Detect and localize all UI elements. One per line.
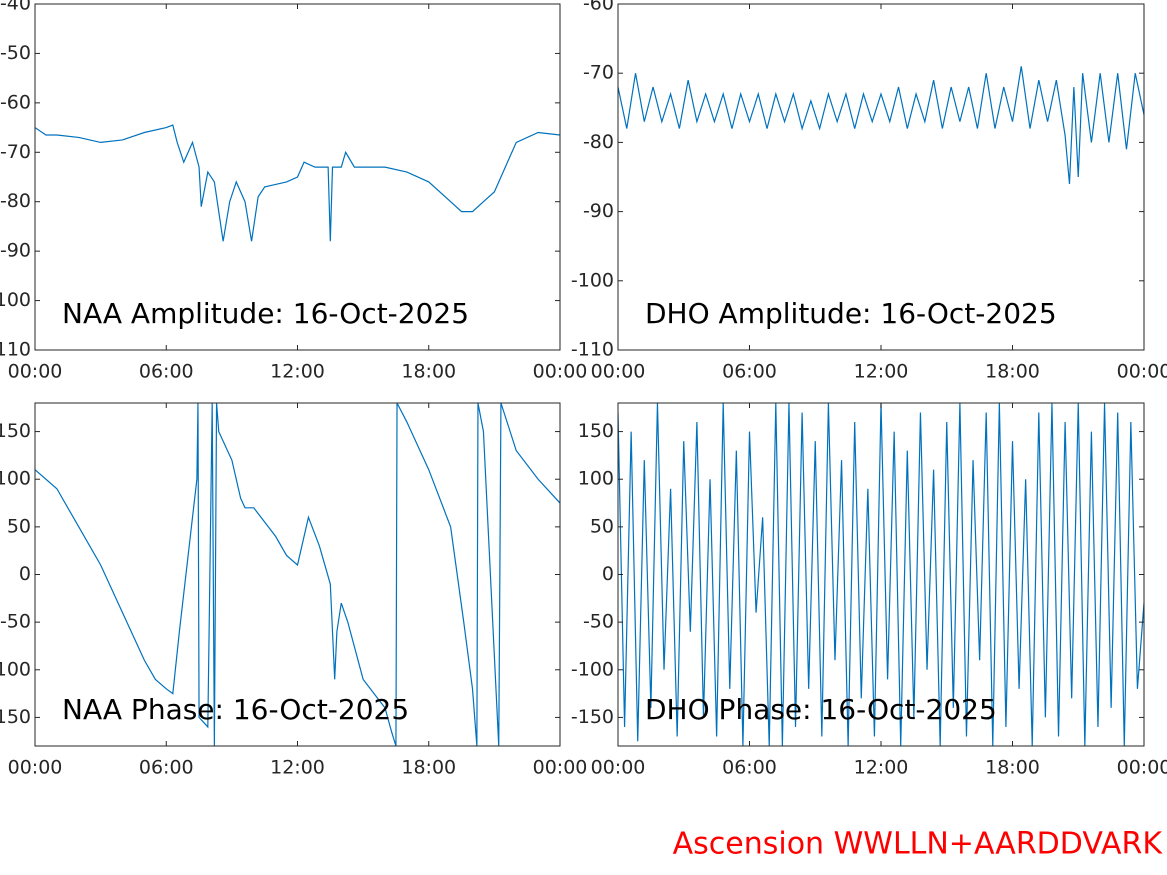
data-line bbox=[618, 66, 1144, 184]
y-tick-label: 0 bbox=[602, 563, 614, 585]
x-tick-label: 00:00 bbox=[591, 757, 646, 779]
y-tick-label: -90 bbox=[583, 200, 614, 222]
y-tick-label: -40 bbox=[0, 0, 31, 15]
y-tick-label: 0 bbox=[19, 563, 31, 585]
y-tick-label: -110 bbox=[0, 339, 31, 361]
y-tick-label: -70 bbox=[0, 141, 31, 163]
x-tick-label: 00:00 bbox=[1117, 757, 1167, 779]
x-tick-label: 12:00 bbox=[854, 361, 909, 383]
x-tick-label: 18:00 bbox=[985, 361, 1040, 383]
x-tick-label: 12:00 bbox=[270, 757, 325, 779]
chart-title: NAA Phase: 16-Oct-2025 bbox=[62, 693, 409, 726]
y-tick-label: -60 bbox=[583, 0, 614, 15]
plot-area bbox=[618, 66, 1144, 184]
y-tick-label: -90 bbox=[0, 240, 31, 262]
y-tick-label: 150 bbox=[578, 420, 614, 442]
x-tick-label: 18:00 bbox=[401, 361, 456, 383]
x-tick-label: 06:00 bbox=[722, 361, 777, 383]
x-tick-label: 18:00 bbox=[985, 757, 1040, 779]
y-tick-label: -70 bbox=[583, 62, 614, 84]
x-tick-label: 00:00 bbox=[591, 361, 646, 383]
y-tick-label: -100 bbox=[0, 289, 31, 311]
x-tick-label: 12:00 bbox=[854, 757, 909, 779]
y-tick-label: -80 bbox=[0, 190, 31, 212]
y-tick-label: -100 bbox=[571, 658, 614, 680]
y-tick-label: -150 bbox=[571, 706, 614, 728]
x-tick-label: 06:00 bbox=[139, 757, 194, 779]
plot-area bbox=[618, 403, 1144, 746]
y-tick-label: 100 bbox=[578, 468, 614, 490]
y-tick-label: 150 bbox=[0, 420, 31, 442]
x-tick-label: 18:00 bbox=[401, 757, 456, 779]
y-tick-label: -80 bbox=[583, 131, 614, 153]
chart-title: NAA Amplitude: 16-Oct-2025 bbox=[62, 297, 469, 330]
chart-title: DHO Phase: 16-Oct-2025 bbox=[645, 693, 997, 726]
y-tick-label: 100 bbox=[0, 468, 31, 490]
y-tick-label: -50 bbox=[583, 611, 614, 633]
footer: Ascension WWLLN+AARDDVARK bbox=[673, 827, 1164, 862]
y-tick-label: 50 bbox=[7, 515, 31, 537]
x-tick-label: 06:00 bbox=[139, 361, 194, 383]
y-tick-label: -100 bbox=[0, 658, 31, 680]
x-tick-label: 00:00 bbox=[8, 757, 63, 779]
plot-area bbox=[35, 124, 560, 242]
y-tick-label: -100 bbox=[571, 269, 614, 291]
data-line bbox=[35, 403, 560, 746]
x-tick-label: 00:00 bbox=[1117, 361, 1167, 383]
y-tick-label: -110 bbox=[571, 339, 614, 361]
chart-title: DHO Amplitude: 16-Oct-2025 bbox=[645, 297, 1057, 330]
y-tick-label: -60 bbox=[0, 91, 31, 113]
plot-area bbox=[35, 403, 560, 746]
y-tick-label: -50 bbox=[0, 611, 31, 633]
x-tick-label: 00:00 bbox=[533, 757, 588, 779]
data-line bbox=[618, 403, 1144, 746]
x-tick-label: 12:00 bbox=[270, 361, 325, 383]
y-tick-label: -50 bbox=[0, 42, 31, 64]
x-tick-label: 06:00 bbox=[722, 757, 777, 779]
x-tick-label: 00:00 bbox=[8, 361, 63, 383]
x-tick-label: 00:00 bbox=[533, 361, 588, 383]
data-line bbox=[35, 124, 560, 242]
y-tick-label: 50 bbox=[590, 515, 614, 537]
y-tick-label: -150 bbox=[0, 706, 31, 728]
